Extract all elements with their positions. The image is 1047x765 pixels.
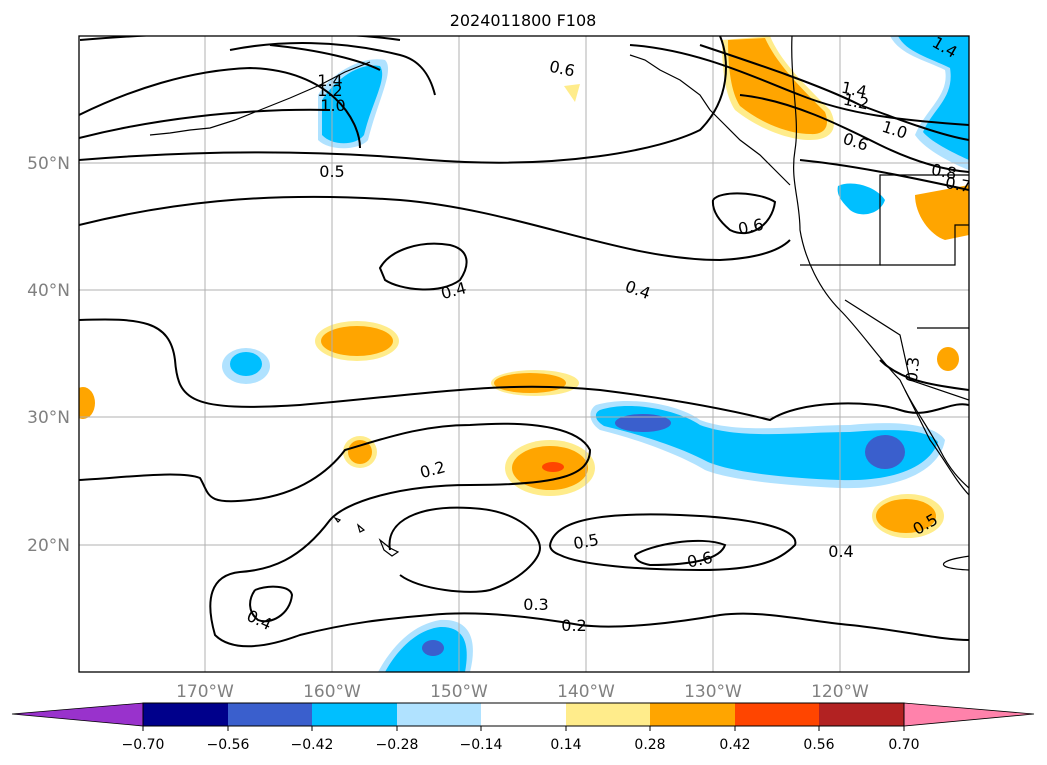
coastlines [149, 36, 969, 571]
colorbar-segment [566, 703, 650, 726]
colorbar-tick-label: 0.42 [719, 737, 750, 753]
contour-label: 1.4 [317, 71, 342, 90]
shade-region [348, 440, 372, 464]
shade-region [837, 183, 885, 215]
lat-label: 40°N [27, 281, 70, 301]
colorbar-segment [397, 703, 481, 726]
colorbar-tick-label: −0.14 [460, 737, 503, 753]
colorbar-tick-label: −0.28 [376, 737, 419, 753]
contour-label: 0.2 [561, 616, 586, 635]
contour-label: 0.3 [902, 356, 923, 383]
contour-label: 0.8 [930, 160, 958, 183]
contour-label: 0.5 [319, 162, 344, 181]
shaded-regions [79, 36, 969, 672]
colorbar-tick-label: −0.42 [291, 737, 334, 753]
gridlines [79, 36, 969, 672]
colorbar-tick-label: 0.14 [550, 737, 581, 753]
shade-region [898, 36, 969, 160]
contour-label: 1.0 [320, 96, 345, 115]
colorbar: −0.70 −0.56 −0.42 −0.28 −0.14 0.14 0.28 … [11, 702, 1035, 753]
lon-label: 130°W [684, 682, 742, 702]
lon-label: 160°W [303, 682, 361, 702]
colorbar-tick-label: 0.56 [803, 737, 834, 753]
colorbar-segment [819, 703, 904, 726]
lat-label: 20°N [27, 536, 70, 556]
longitude-labels: 170°W 160°W 150°W 140°W 130°W 120°W [176, 682, 869, 702]
shade-region [876, 499, 936, 533]
contour-label: 0.6 [736, 215, 765, 239]
shade-region [321, 326, 393, 356]
shade-region [595, 405, 938, 481]
lon-label: 170°W [176, 682, 234, 702]
lon-label: 140°W [557, 682, 615, 702]
shade-region [422, 640, 444, 656]
shade-region [230, 352, 262, 376]
map-panel: 1.4 1.2 1.0 0.6 1.4 1.2 1.0 0.6 0.8 0.7 … [78, 35, 972, 673]
colorbar-tick-label: −0.70 [122, 737, 165, 753]
shade-region [865, 435, 905, 469]
contour-label: 0.7 [944, 173, 972, 196]
lat-label: 30°N [27, 408, 70, 428]
colorbar-frame [142, 702, 905, 727]
contour-label: 0.6 [685, 548, 714, 572]
colorbar-extend-left [11, 702, 144, 727]
latitude-labels: 50°N 40°N 30°N 20°N [27, 154, 70, 556]
colorbar-segment [735, 703, 819, 726]
colorbar-tick-label: −0.56 [207, 737, 250, 753]
contour-label: 1.2 [317, 81, 342, 100]
contour-label: 0.6 [548, 57, 577, 81]
shade-region [937, 347, 959, 371]
shade-region [322, 65, 383, 144]
colorbar-segment [481, 703, 566, 726]
contour-label: 0.4 [828, 542, 853, 561]
lat-label: 50°N [27, 154, 70, 174]
colorbar-ticks [142, 726, 905, 731]
contour-label: 1.2 [842, 90, 871, 114]
colorbar-segment [312, 703, 397, 726]
shade-region [542, 462, 564, 472]
lon-label: 150°W [430, 682, 488, 702]
map-frame [78, 35, 970, 673]
colorbar-segment [143, 703, 228, 726]
colorbar-tick-label: 0.70 [888, 737, 919, 753]
map-background [79, 36, 969, 672]
shade-region [564, 84, 580, 102]
shade-region [494, 373, 566, 393]
lon-label: 120°W [811, 682, 869, 702]
contour-lines [79, 36, 969, 648]
colorbar-extend-right [903, 702, 1035, 727]
shade-region [615, 414, 671, 432]
colorbar-tick-label: 0.28 [634, 737, 665, 753]
contour-label: 1.4 [840, 78, 869, 102]
map-title: 2024011800 F108 [450, 11, 597, 30]
shade-region [79, 387, 95, 419]
colorbar-segment [228, 703, 312, 726]
colorbar-segment [650, 703, 735, 726]
contour-label: 0.5 [572, 530, 600, 553]
contour-label: 0.3 [523, 595, 548, 614]
